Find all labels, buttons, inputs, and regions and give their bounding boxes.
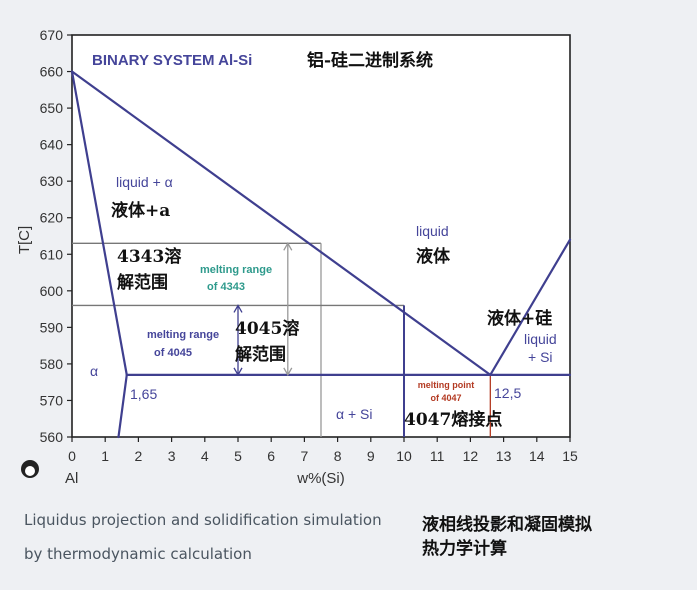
label-range-4045-cn-line2: 解范围	[235, 344, 286, 365]
label-alpha-si: α + Si	[336, 406, 373, 422]
label-liquid-alpha-cn: 液体+a	[111, 200, 170, 221]
label-range-4343-cn-line1: 4343溶	[117, 246, 181, 267]
label-liquid-si-line2: + Si	[528, 349, 553, 365]
y-tick-label: 650	[40, 100, 64, 116]
caption-line-1: Liquidus projection and solidification s…	[24, 511, 382, 529]
x-tick-label: 4	[201, 448, 209, 464]
series-liquidus	[70, 70, 492, 376]
label-liquid-alpha: liquid + α	[116, 174, 173, 190]
phase-diagram: 0 1 2 3 4 5 6 7 8 9 10 11 12 13 14 15560570580590600610…	[16, 27, 578, 487]
label-4047-cn: 4047熔接点	[404, 409, 502, 430]
label-liquid-cn: 液体	[416, 246, 451, 267]
y-tick-label: 590	[40, 319, 64, 335]
penguin-logo-icon-belly	[25, 466, 35, 476]
range-4045-arrow-head-bottom	[233, 367, 243, 377]
series-liquidus-si	[489, 238, 572, 376]
x-tick-label: 15	[562, 448, 578, 464]
label-range-4045-cn-line1: 4045溶	[235, 318, 299, 339]
series-solidus	[70, 70, 128, 376]
range-4045-arrow-head-top	[233, 304, 243, 313]
y-tick-label: 570	[40, 392, 64, 408]
x-tick-label: 6	[267, 448, 275, 464]
y-tick-label: 660	[40, 64, 64, 80]
x-tick-label: 14	[529, 448, 545, 464]
y-tick-label: 580	[40, 356, 64, 372]
y-tick-label: 610	[40, 246, 64, 262]
label-range-4045-line2: of 4045	[154, 347, 192, 359]
x-tick-label: 7	[301, 448, 309, 464]
caption-cn-line-2: 热力学计算	[422, 539, 507, 559]
caption-line-2: by thermodynamic calculation	[24, 545, 252, 563]
series-solvus	[117, 373, 128, 439]
x-tick-label: 5	[234, 448, 242, 464]
x-tick-label: 10	[396, 448, 412, 464]
label-range-4343-cn-line2: 解范围	[117, 272, 168, 293]
x-tick-label: 13	[496, 448, 512, 464]
label-alpha: α	[90, 363, 98, 379]
range-4343-arrow-head-top	[283, 241, 293, 251]
chart-title-cn: 铝-硅二进制系统	[307, 50, 433, 71]
x-tick-label: 0	[68, 448, 76, 464]
x-tick-label: 11	[430, 448, 445, 464]
label-4047-line2: of 4047	[430, 393, 461, 403]
y-tick-label: 620	[40, 210, 64, 226]
y-tick-label: 560	[40, 429, 64, 445]
y-tick-label: 670	[40, 27, 64, 43]
x-tick-label: 1	[101, 448, 109, 464]
label-range-4343-line2: of 4343	[207, 281, 245, 293]
x-tick-label: 2	[135, 448, 143, 464]
label-liquid-si-line1: liquid	[524, 331, 557, 347]
y-axis-label: T[C]	[16, 226, 33, 254]
label-liquid: liquid	[416, 223, 449, 239]
y-tick-label: 630	[40, 173, 64, 189]
label-val-125: 12,5	[494, 385, 521, 401]
x-origin-label: Al	[65, 470, 78, 487]
x-axis-label: w%(Si)	[296, 470, 345, 487]
label-range-4343-line1: melting range	[200, 264, 272, 276]
caption-cn-line-1: 液相线投影和凝固模拟	[422, 515, 592, 535]
chart-title: BINARY SYSTEM Al-Si	[92, 52, 252, 69]
x-tick-label: 12	[463, 448, 479, 464]
x-tick-label: 9	[367, 448, 375, 464]
y-tick-label: 640	[40, 137, 64, 153]
x-tick-label: 3	[168, 448, 176, 464]
label-range-4045-line1: melting range	[147, 329, 219, 341]
range-4343-arrow-head-bottom	[283, 367, 293, 377]
label-liquid-si-cn: 液体+硅	[487, 308, 552, 329]
label-4047-line1: melting point	[418, 380, 475, 390]
x-tick-label: 8	[334, 448, 342, 464]
label-val-165: 1,65	[130, 386, 157, 402]
y-tick-label: 600	[40, 283, 64, 299]
